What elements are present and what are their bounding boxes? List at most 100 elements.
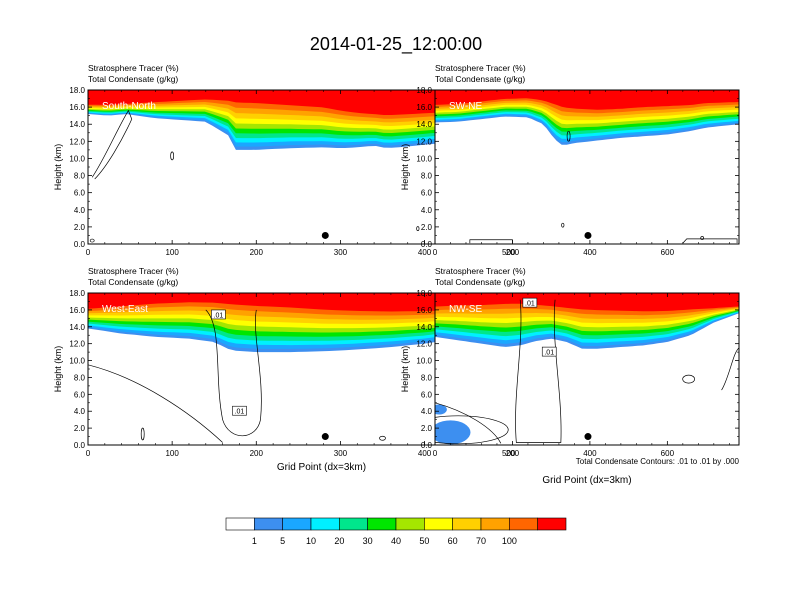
y-tick-label: 8.0 <box>74 373 86 382</box>
y-tick-label: 18.0 <box>69 86 85 95</box>
contour-line <box>682 374 696 384</box>
panel-subtitle-tracer: Stratosphere Tracer (%) <box>435 63 526 73</box>
condensate-patch <box>435 420 471 445</box>
y-tick-label: 12.0 <box>416 137 432 146</box>
panel-subtitle-condensate: Total Condensate (g/kg) <box>88 74 178 84</box>
contour-line <box>566 130 571 142</box>
contour-label: .01 <box>525 301 535 308</box>
panels: .01 0.0 2.0 4.0 6.0 8.0 10.0 12.0 14.0 16.0 18.0 0 1… <box>53 63 740 486</box>
location-marker <box>584 231 592 239</box>
y-tick-label: 2.0 <box>421 424 433 433</box>
figure-title: 2014-01-25_12:00:00 <box>310 34 482 55</box>
panel-label: West-East <box>102 304 148 315</box>
y-tick-label: 6.0 <box>421 189 433 198</box>
y-tick-label: 2.0 <box>421 223 433 232</box>
colorbar-label: 70 <box>476 536 486 546</box>
colorbar-swatch <box>225 517 255 531</box>
x-tick-label: 200 <box>506 248 520 257</box>
colorbar-label: 30 <box>363 536 373 546</box>
colorbar-swatch <box>424 517 453 531</box>
x-tick-label: 200 <box>250 449 264 458</box>
colorbar-swatch <box>310 517 340 531</box>
contour-label-box <box>541 346 557 357</box>
colorbar-swatch <box>339 517 368 531</box>
y-tick-label: 10.0 <box>416 154 432 163</box>
contour-line <box>416 226 420 231</box>
y-tick-label: 14.0 <box>416 120 432 129</box>
x-tick-label: 100 <box>165 449 179 458</box>
x-tick-label: 500 <box>502 449 516 458</box>
y-tick-label: 6.0 <box>421 390 433 399</box>
x-tick-label: 100 <box>165 248 179 257</box>
y-tick-label: 4.0 <box>74 407 86 416</box>
x-tick-label: 500 <box>502 248 516 257</box>
y-tick-label: 10.0 <box>69 357 85 366</box>
contour-line <box>170 151 174 161</box>
contour-line <box>682 238 738 244</box>
y-tick-label: 2.0 <box>74 424 86 433</box>
y-tick-label: 0.0 <box>74 441 86 450</box>
contour-label: .01 <box>544 350 554 357</box>
y-axis-label: Height (km) <box>400 346 410 393</box>
contour-line <box>435 402 502 444</box>
x-tick-label: 0 <box>433 449 438 458</box>
x-axis-label: Grid Point (dx=3km) <box>542 475 631 486</box>
y-tick-label: 14.0 <box>69 323 85 332</box>
colorbar-swatch <box>480 517 510 531</box>
y-tick-label: 4.0 <box>421 206 433 215</box>
x-tick-label: 300 <box>334 449 348 458</box>
panel-subtitle-condensate: Total Condensate (g/kg) <box>435 74 525 84</box>
colorbar-label: 40 <box>391 536 401 546</box>
condensate-contours <box>435 299 739 445</box>
colorbar-label: 1 <box>252 536 257 546</box>
contour-label-box <box>232 405 247 416</box>
colorbar-label: 50 <box>419 536 429 546</box>
y-tick-label: 18.0 <box>69 289 85 298</box>
y-tick-label: 12.0 <box>69 137 85 146</box>
y-tick-label: 12.0 <box>416 340 432 349</box>
contour-line <box>435 415 509 445</box>
y-tick-label: 16.0 <box>416 306 432 315</box>
footnote: Total Condensate Contours: .01 to .01 by… <box>576 457 740 466</box>
y-tick-label: 14.0 <box>416 323 432 332</box>
contour-line <box>379 435 386 441</box>
y-axis-label: Height (km) <box>400 144 410 191</box>
x-tick-label: 400 <box>583 248 597 257</box>
y-axis-label: Height (km) <box>53 144 63 191</box>
contour-line <box>515 299 562 443</box>
x-tick-label: 300 <box>334 248 348 257</box>
contour-line <box>91 109 133 180</box>
y-tick-label: 0.0 <box>421 240 433 249</box>
y-axis-label: Height (km) <box>53 346 63 393</box>
contour-line <box>700 236 705 240</box>
colorbar-swatch <box>254 517 283 531</box>
colorbar-swatch <box>395 517 425 531</box>
panel-label: South-North <box>102 101 156 112</box>
colorbar-label: 100 <box>502 536 517 546</box>
x-tick-label: 600 <box>661 248 675 257</box>
tracer-layer-11 <box>435 293 739 312</box>
y-tick-label: 12.0 <box>69 340 85 349</box>
y-tick-label: 10.0 <box>69 154 85 163</box>
y-tick-label: 16.0 <box>69 306 85 315</box>
contour-line <box>205 309 262 437</box>
y-tick-label: 10.0 <box>416 357 432 366</box>
colorbar-label: 20 <box>334 536 344 546</box>
colorbar-swatch <box>509 517 538 531</box>
y-tick-label: 6.0 <box>74 189 86 198</box>
panel-subtitle-condensate: Total Condensate (g/kg) <box>435 277 525 287</box>
contour-line <box>89 238 95 243</box>
tracer-layer-11 <box>435 90 739 110</box>
x-tick-label: 600 <box>661 449 675 458</box>
x-tick-label: 0 <box>86 248 91 257</box>
x-tick-label: 200 <box>506 449 520 458</box>
contour-label-box <box>211 309 226 320</box>
y-tick-label: 16.0 <box>69 103 85 112</box>
x-tick-label: 200 <box>250 248 264 257</box>
panel-subtitle-tracer: Stratosphere Tracer (%) <box>88 63 179 73</box>
y-tick-label: 16.0 <box>416 103 432 112</box>
panel-label: NW-SE <box>449 304 482 315</box>
condensate-patch <box>435 404 447 415</box>
colorbar-swatch <box>367 517 397 531</box>
y-tick-label: 8.0 <box>421 172 433 181</box>
